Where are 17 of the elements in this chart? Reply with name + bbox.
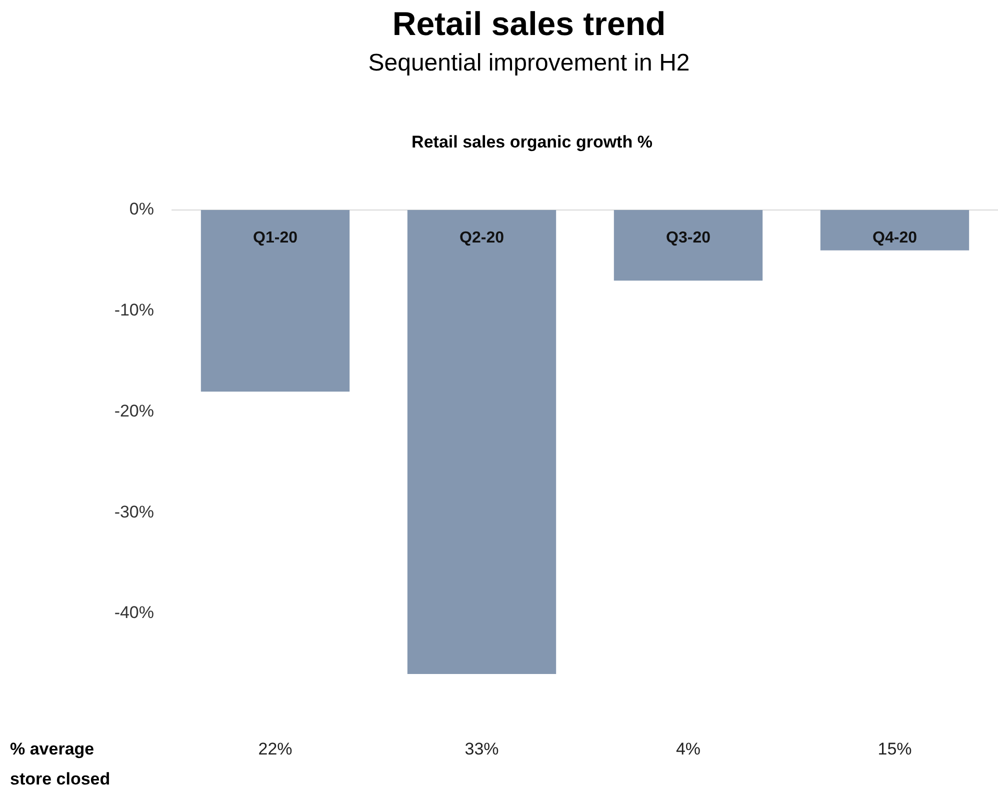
text: 22% <box>258 740 292 759</box>
text: Retail sales organic growth % <box>412 132 652 152</box>
x-tick-label: Q3-20 <box>666 229 711 246</box>
y-tick-label: -20% <box>114 401 154 420</box>
y-tick-label: -10% <box>114 300 154 320</box>
chart-subtitle: Sequential improvement in H2 <box>368 50 690 77</box>
text: 15% <box>878 740 912 759</box>
y-tick-label: -40% <box>114 603 154 622</box>
text: 33% <box>464 740 499 759</box>
x-tick-label: Q4-20 <box>872 229 918 246</box>
y-tick-label: -30% <box>114 502 154 522</box>
text: 4% <box>676 740 701 759</box>
y-tick-label: 0% <box>129 200 154 219</box>
chart-title: Retail sales trend <box>392 5 666 42</box>
x-tick-label: Q1-20 <box>253 229 298 246</box>
x-tick-label: Q2-20 <box>460 229 504 246</box>
text: % average store closed <box>10 740 110 789</box>
